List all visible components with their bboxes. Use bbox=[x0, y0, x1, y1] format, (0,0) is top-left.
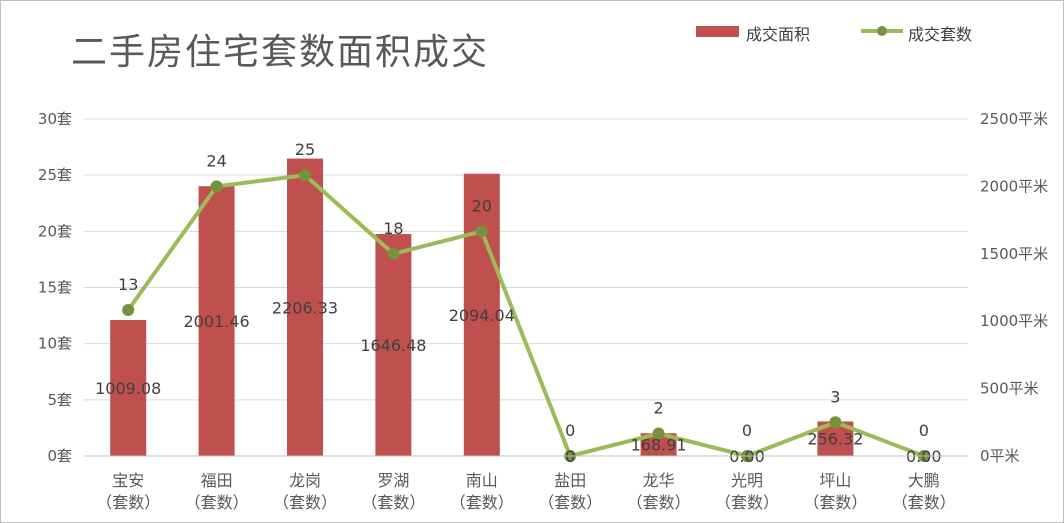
x-tick-label: 盐田 bbox=[554, 471, 586, 490]
line-point bbox=[829, 416, 842, 429]
x-tick-label: （套数） bbox=[538, 493, 602, 512]
line-data-label: 0 bbox=[565, 421, 575, 440]
line-data-label: 18 bbox=[383, 219, 403, 238]
bar bbox=[198, 186, 235, 456]
line-point bbox=[475, 225, 488, 238]
line-point bbox=[210, 180, 223, 193]
y-right-tick-label: 1000平米 bbox=[980, 312, 1048, 330]
y-left-tick-label: 5套 bbox=[47, 391, 72, 409]
line-data-label: 2 bbox=[654, 399, 664, 418]
x-tick-label: 光明 bbox=[731, 471, 763, 490]
bar-data-label: 168.91 bbox=[631, 436, 687, 455]
y-right-tick-label: 2000平米 bbox=[980, 177, 1048, 195]
line-data-label: 24 bbox=[206, 151, 226, 170]
line-data-label: 13 bbox=[118, 275, 138, 294]
line-data-label: 20 bbox=[472, 196, 492, 215]
chart-title: 二手房住宅套数面积成交 bbox=[71, 32, 490, 73]
line-point bbox=[299, 169, 311, 182]
x-tick-label: （套数） bbox=[892, 493, 956, 512]
line-data-label: 0 bbox=[919, 421, 929, 440]
x-tick-label: （套数） bbox=[803, 493, 867, 512]
bar-data-label: 1646.48 bbox=[360, 336, 426, 355]
x-tick-label: （套数） bbox=[627, 493, 691, 512]
y-right-tick-label: 500平米 bbox=[980, 380, 1039, 398]
legend-bar-swatch bbox=[696, 26, 739, 37]
bar bbox=[375, 234, 412, 456]
x-tick-label: 南山 bbox=[466, 471, 498, 490]
x-tick-label: （套数） bbox=[450, 493, 514, 512]
y-left-tick-label: 10套 bbox=[38, 335, 72, 353]
legend-label-count: 成交套数 bbox=[908, 25, 973, 44]
bar bbox=[287, 158, 323, 456]
x-tick-label: 坪山 bbox=[819, 471, 851, 490]
x-tick-label: 福田 bbox=[201, 471, 233, 490]
x-tick-label: 大鹏 bbox=[908, 471, 940, 490]
x-tick-label: 龙华 bbox=[643, 471, 675, 490]
y-left-tick-label: 0套 bbox=[47, 447, 72, 465]
bar-data-label: 1009.08 bbox=[95, 379, 161, 398]
bar bbox=[110, 319, 147, 456]
x-tick-label: （套数） bbox=[361, 493, 425, 512]
x-tick-label: （套数） bbox=[96, 493, 160, 512]
y-left-tick-label: 25套 bbox=[38, 166, 72, 184]
x-tick-label: 罗湖 bbox=[377, 471, 409, 490]
line-point bbox=[387, 247, 400, 260]
line-point bbox=[652, 427, 665, 440]
x-tick-label: （套数） bbox=[273, 493, 337, 512]
y-left-tick-label: 30套 bbox=[38, 110, 72, 128]
y-left-tick-label: 15套 bbox=[38, 279, 72, 297]
line-data-label: 25 bbox=[295, 140, 315, 159]
bar-data-label: 2001.46 bbox=[184, 312, 250, 331]
x-tick-label: 龙岗 bbox=[289, 471, 321, 490]
legend-line-swatch bbox=[861, 26, 903, 36]
bar-data-label: 256.32 bbox=[807, 430, 863, 449]
y-right-tick-label: 2500平米 bbox=[980, 110, 1048, 128]
legend-label-area: 成交面积 bbox=[746, 25, 811, 44]
bar bbox=[463, 173, 500, 457]
bar bbox=[640, 433, 677, 456]
x-tick-label: 宝安 bbox=[112, 471, 144, 490]
line-point bbox=[122, 303, 135, 316]
x-tick-label: （套数） bbox=[715, 493, 779, 512]
x-tick-label: （套数） bbox=[185, 493, 249, 512]
line-data-label: 3 bbox=[830, 387, 840, 406]
y-left-tick-label: 20套 bbox=[38, 222, 72, 240]
y-right-tick-label: 0平米 bbox=[980, 447, 1020, 465]
bar-data-label: 2094.04 bbox=[449, 306, 515, 325]
line-data-label: 0 bbox=[742, 421, 752, 440]
line-series-path bbox=[126, 173, 925, 458]
y-right-tick-label: 1500平米 bbox=[980, 245, 1048, 263]
bar-data-label: 2206.33 bbox=[272, 298, 338, 317]
